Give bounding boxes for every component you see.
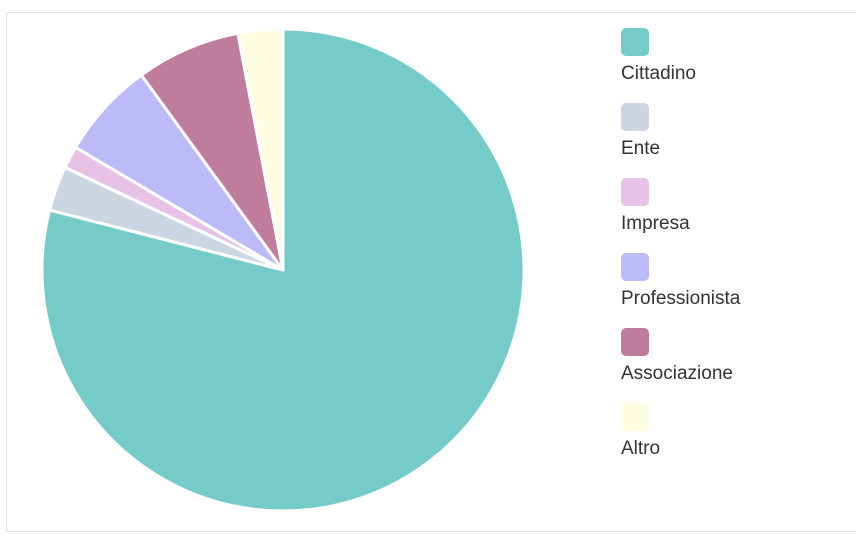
legend-swatch [621,178,649,206]
pie-slice-altro[interactable] [236,27,285,272]
legend-swatch [621,403,649,431]
legend-item-altro[interactable]: Altro [621,403,841,478]
legend-label: Altro [621,438,661,459]
legend-label: Cittadino [621,63,696,84]
legend-swatch [621,28,649,56]
chart-legend: Cittadino Ente Impresa Professionista Associ… [621,28,841,478]
legend-item-impresa[interactable]: Impresa [621,178,841,253]
legend-swatch [621,253,649,281]
legend-item-ente[interactable]: Ente [621,103,841,178]
chart-panel [6,12,856,532]
legend-swatch [621,103,649,131]
legend-label: Ente [621,138,661,159]
pie-slice-associazione[interactable] [139,31,285,272]
legend-item-professionista[interactable]: Professionista [621,253,841,328]
legend-swatch [621,328,649,356]
legend-label: Impresa [621,213,690,234]
legend-item-associazione[interactable]: Associazione [621,328,841,403]
legend-label: Associazione [621,363,733,384]
legend-label: Professionista [621,288,741,309]
legend-item-cittadino[interactable]: Cittadino [621,28,841,103]
